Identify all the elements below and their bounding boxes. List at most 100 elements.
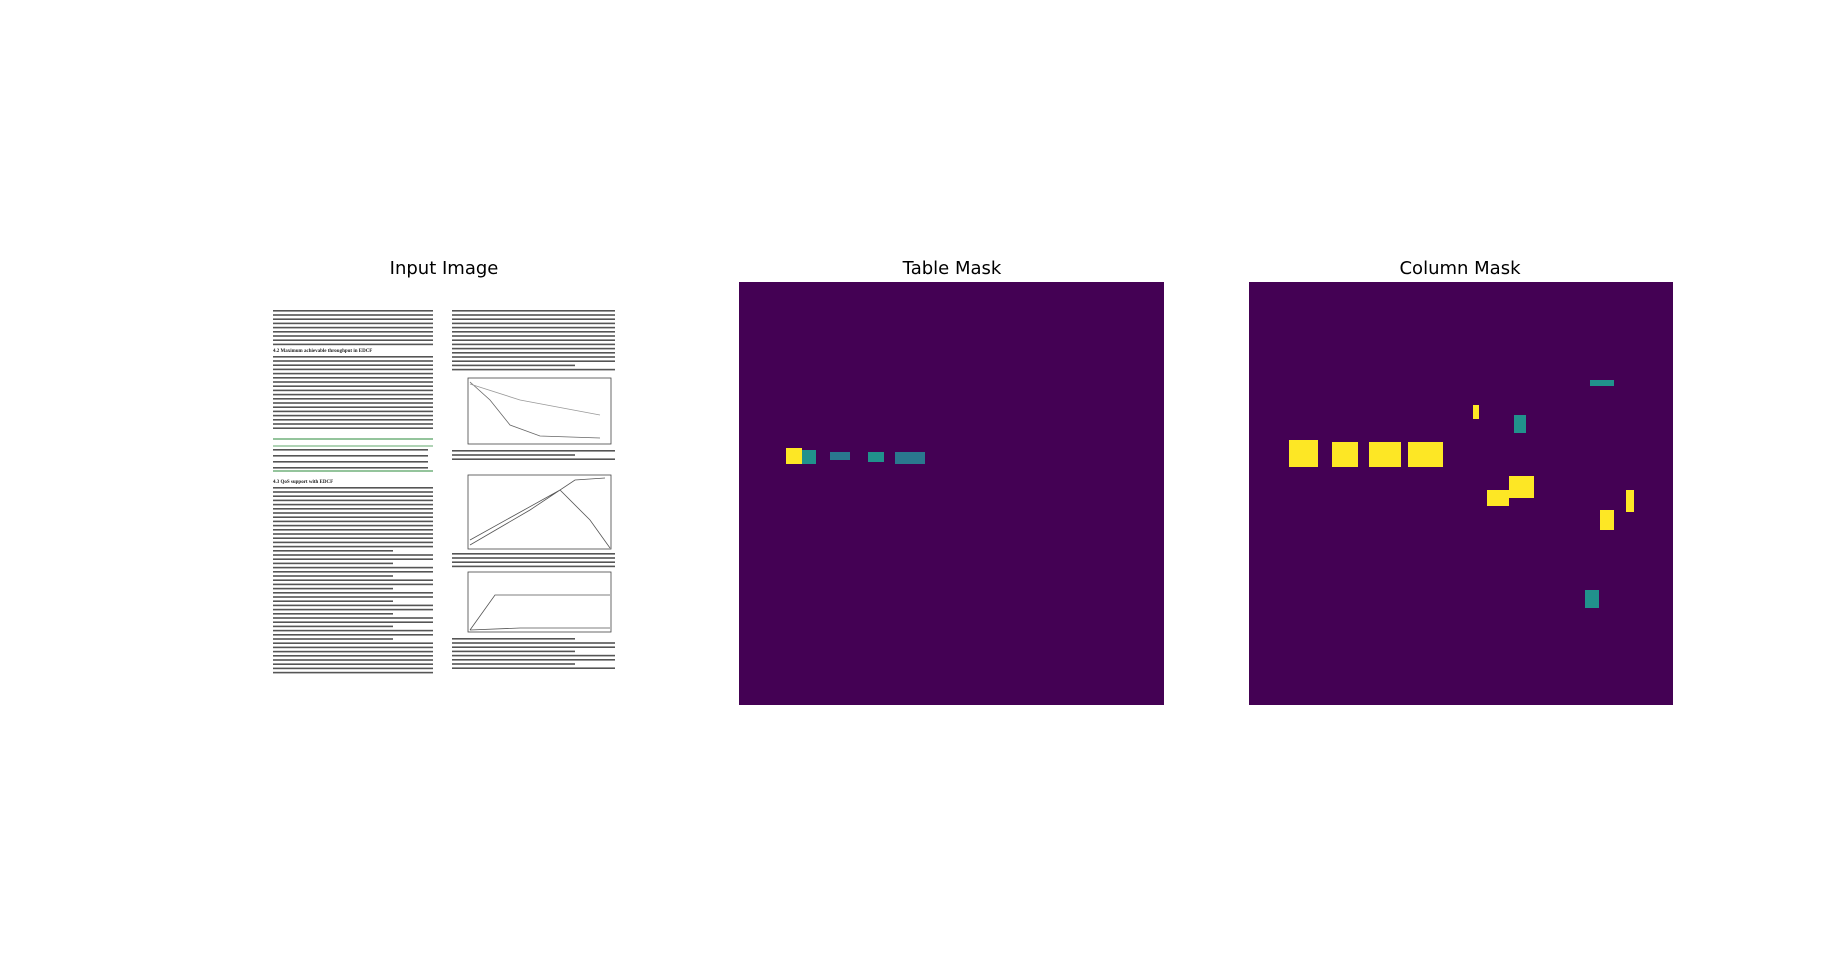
text-line — [273, 393, 433, 396]
text-line — [273, 414, 433, 417]
table-mask — [739, 282, 1164, 705]
text-line — [452, 654, 615, 657]
text-line — [452, 364, 575, 367]
text-line — [273, 516, 433, 518]
text-line — [273, 650, 433, 653]
text-line — [273, 529, 433, 531]
text-line — [273, 587, 393, 590]
text-line — [273, 533, 433, 535]
text-line — [273, 592, 433, 594]
text-line — [273, 621, 433, 623]
panel-title: Table Mask — [902, 258, 1002, 279]
text-line — [452, 335, 615, 337]
text-line — [273, 499, 433, 502]
mask-blob — [1514, 415, 1526, 433]
text-line — [452, 565, 615, 568]
mask-blob — [1585, 590, 1599, 608]
mask-blob — [786, 448, 802, 464]
text-line — [273, 372, 433, 375]
mask-blob — [1289, 440, 1318, 467]
text-line — [273, 389, 433, 392]
text-line — [273, 381, 433, 383]
figure-plot — [467, 377, 612, 445]
mask-background — [1249, 282, 1673, 705]
mask-blob — [1369, 442, 1401, 467]
mask-blob — [1509, 476, 1534, 498]
text-line — [273, 322, 433, 325]
text-line — [273, 339, 433, 341]
plot-curve — [469, 594, 610, 631]
input-document: 4.2 Maximum achievable throughput in EDC… — [270, 306, 619, 675]
text-line — [273, 617, 433, 619]
text-line — [452, 343, 615, 346]
text-line — [273, 558, 433, 560]
section-heading: 4.3 QoS support with EDCF — [273, 480, 333, 485]
section-heading: 4.2 Maximum achievable throughput in EDC… — [273, 349, 372, 354]
text-line — [452, 642, 615, 644]
text-line — [273, 583, 433, 586]
text-line — [452, 557, 615, 559]
mask-blob — [1626, 490, 1634, 512]
text-line — [273, 467, 428, 469]
text-line — [273, 642, 433, 644]
text-line — [273, 419, 433, 421]
text-line — [273, 343, 433, 346]
text-line — [273, 671, 433, 674]
text-line — [273, 541, 433, 544]
text-line — [452, 650, 575, 653]
text-line — [273, 508, 433, 510]
text-line — [273, 638, 393, 640]
mask-blob — [1590, 380, 1614, 386]
text-line — [273, 461, 428, 463]
text-line — [273, 562, 393, 565]
text-line — [273, 545, 433, 548]
text-line — [452, 659, 615, 661]
text-line — [452, 646, 615, 648]
text-line — [273, 629, 433, 632]
figure-plot — [467, 474, 612, 550]
text-line — [273, 491, 433, 493]
text-line — [452, 356, 615, 358]
text-line — [452, 458, 615, 460]
plot-curve — [469, 381, 601, 439]
text-line — [452, 454, 575, 456]
text-line — [273, 423, 433, 425]
text-line — [452, 310, 615, 312]
text-line — [273, 659, 433, 661]
mask-blob — [1487, 490, 1509, 506]
text-line — [273, 356, 433, 358]
text-line — [273, 455, 428, 457]
text-line — [273, 495, 433, 497]
mask-blob — [1332, 442, 1358, 467]
text-line — [452, 352, 615, 354]
text-line — [273, 364, 433, 366]
text-line — [452, 339, 615, 341]
text-line — [452, 667, 615, 669]
mask-blob — [830, 452, 850, 460]
text-line — [273, 331, 433, 333]
text-line — [273, 326, 433, 329]
text-line — [273, 646, 433, 649]
text-line — [273, 537, 433, 539]
text-line — [273, 360, 433, 362]
text-line — [273, 368, 433, 371]
text-line — [273, 503, 433, 506]
panel-title: Input Image — [390, 258, 499, 279]
text-line — [273, 667, 433, 670]
text-line — [273, 427, 433, 429]
text-line — [452, 318, 615, 320]
text-line — [452, 331, 615, 333]
text-line — [273, 608, 433, 611]
mask-blob — [802, 450, 816, 464]
text-line — [273, 406, 433, 408]
text-line — [273, 579, 433, 581]
text-line — [273, 613, 393, 615]
text-line — [452, 326, 615, 329]
text-line — [273, 566, 433, 569]
text-line — [273, 318, 433, 320]
text-line — [273, 410, 433, 413]
text-line — [452, 347, 615, 350]
text-line — [273, 596, 433, 598]
